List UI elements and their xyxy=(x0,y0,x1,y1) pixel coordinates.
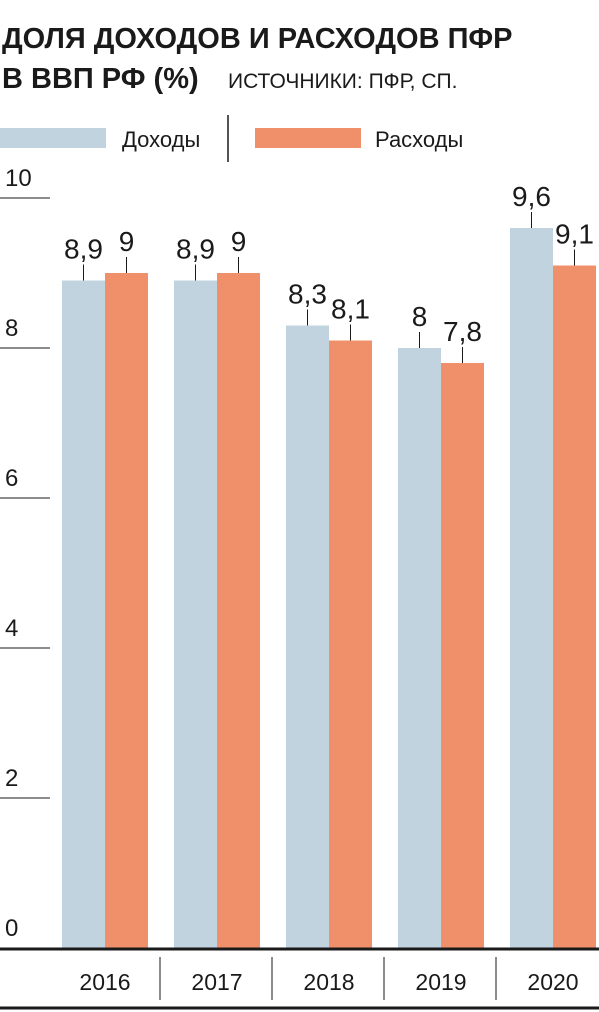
chart-title: ДОЛЯ ДОХОДОВ И РАСХОДОВ ПФР xyxy=(2,23,513,55)
bar xyxy=(286,325,329,948)
value-label: 8,9 xyxy=(176,234,215,265)
bar xyxy=(510,228,553,948)
x-tick-label: 2019 xyxy=(415,969,466,995)
legend-swatch xyxy=(0,128,106,148)
value-label: 8,1 xyxy=(331,294,370,325)
value-label: 9 xyxy=(231,226,247,257)
legend-label: Расходы xyxy=(375,127,463,152)
bar xyxy=(174,280,217,948)
y-tick-label: 6 xyxy=(5,465,18,492)
x-tick-label: 2016 xyxy=(79,969,130,995)
legend-label: Доходы xyxy=(122,127,200,152)
y-tick-label: 10 xyxy=(5,165,32,192)
bar xyxy=(62,280,105,948)
bar xyxy=(398,348,441,948)
bar xyxy=(105,273,148,948)
source: ИСТОЧНИКИ: ПФР, СП. xyxy=(228,70,457,93)
bar xyxy=(553,265,596,948)
value-label: 7,8 xyxy=(443,316,482,347)
x-tick-label: 2017 xyxy=(191,969,242,995)
x-tick-label: 2018 xyxy=(303,969,354,995)
y-tick-label: 2 xyxy=(5,765,18,792)
y-tick-label: 4 xyxy=(5,615,18,642)
bar xyxy=(329,340,372,948)
value-label: 9,1 xyxy=(555,219,594,250)
bar xyxy=(441,363,484,948)
y-tick-label: 8 xyxy=(5,315,18,342)
value-label: 9 xyxy=(119,226,135,257)
value-label: 8,9 xyxy=(64,234,103,265)
value-label: 8,3 xyxy=(288,279,327,310)
y-tick-label: 0 xyxy=(5,915,18,942)
legend-swatch xyxy=(255,128,361,148)
x-tick-label: 2020 xyxy=(527,969,578,995)
chart-title: В ВВП РФ (%) xyxy=(2,63,199,95)
bar xyxy=(217,273,260,948)
value-label: 9,6 xyxy=(512,181,551,212)
value-label: 8 xyxy=(412,301,428,332)
